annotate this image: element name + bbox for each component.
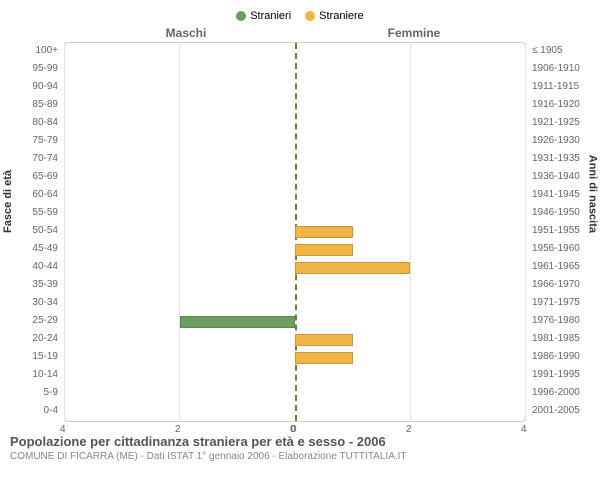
birth-tick: 1991-1995 (528, 366, 590, 384)
bar-row (65, 349, 525, 367)
age-tick: 40-44 (10, 258, 62, 276)
female-bar (295, 334, 353, 346)
birth-tick: ≤ 1905 (528, 42, 590, 60)
age-tick: 70-74 (10, 150, 62, 168)
bar-row (65, 403, 525, 421)
legend-item-female: Straniere (305, 10, 364, 22)
age-tick: 50-54 (10, 222, 62, 240)
birth-tick: 1966-1970 (528, 276, 590, 294)
age-tick: 10-14 (10, 366, 62, 384)
footer-subtitle: COMUNE DI FICARRA (ME) - Dati ISTAT 1° g… (10, 451, 590, 462)
legend-swatch-male (236, 11, 246, 21)
birth-tick: 1961-1965 (528, 258, 590, 276)
age-tick: 20-24 (10, 330, 62, 348)
bar-row (65, 277, 525, 295)
birth-tick: 1926-1930 (528, 132, 590, 150)
birth-tick: 1911-1915 (528, 78, 590, 96)
bar-row (65, 151, 525, 169)
birth-tick: 1971-1975 (528, 294, 590, 312)
female-bar (295, 244, 353, 256)
female-bar (295, 262, 410, 274)
bar-row (65, 295, 525, 313)
age-tick: 65-69 (10, 168, 62, 186)
bar-row (65, 205, 525, 223)
bar-row (65, 331, 525, 349)
bar-row (65, 169, 525, 187)
bar-row (65, 241, 525, 259)
legend-item-male: Stranieri (236, 10, 291, 22)
bar-row (65, 223, 525, 241)
bar-row (65, 367, 525, 385)
birth-tick: 1931-1935 (528, 150, 590, 168)
bar-row (65, 61, 525, 79)
age-tick: 30-34 (10, 294, 62, 312)
birth-tick: 2001-2005 (528, 402, 590, 420)
birth-tick: 1956-1960 (528, 240, 590, 258)
female-bar (295, 226, 353, 238)
age-tick: 5-9 (10, 384, 62, 402)
footer: Popolazione per cittadinanza straniera p… (10, 434, 590, 462)
birth-tick: 1916-1920 (528, 96, 590, 114)
legend-label-female: Straniere (319, 10, 364, 22)
chart-area: Fasce di età Anni di nascita 100+95-9990… (10, 42, 590, 424)
left-tick-labels: 100+95-9990-9485-8980-8475-7970-7465-696… (10, 42, 62, 424)
female-bar (295, 352, 353, 364)
birth-tick: 1986-1990 (528, 348, 590, 366)
birth-tick: 1981-1985 (528, 330, 590, 348)
bar-row (65, 79, 525, 97)
bar-row (65, 133, 525, 151)
male-bar (180, 316, 295, 328)
bar-row (65, 115, 525, 133)
bar-row (65, 187, 525, 205)
birth-tick: 1946-1950 (528, 204, 590, 222)
age-tick: 60-64 (10, 186, 62, 204)
birth-tick: 1951-1955 (528, 222, 590, 240)
bar-row (65, 97, 525, 115)
footer-title: Popolazione per cittadinanza straniera p… (10, 434, 590, 449)
right-tick-labels: ≤ 19051906-19101911-19151916-19201921-19… (528, 42, 590, 424)
age-tick: 55-59 (10, 204, 62, 222)
y-axis-label-right: Anni di nascita (586, 155, 598, 233)
age-tick: 45-49 (10, 240, 62, 258)
age-tick: 95-99 (10, 60, 62, 78)
birth-tick: 1941-1945 (528, 186, 590, 204)
legend-label-male: Stranieri (250, 10, 291, 22)
plot-area (64, 42, 526, 422)
age-tick: 0-4 (10, 402, 62, 420)
bar-rows (65, 43, 525, 421)
legend-swatch-female (305, 11, 315, 21)
age-tick: 90-94 (10, 78, 62, 96)
age-tick: 100+ (10, 42, 62, 60)
side-titles: Maschi Femmine (72, 26, 528, 40)
age-tick: 25-29 (10, 312, 62, 330)
age-tick: 85-89 (10, 96, 62, 114)
bar-row (65, 385, 525, 403)
side-title-right: Femmine (300, 26, 528, 40)
birth-tick: 1906-1910 (528, 60, 590, 78)
age-tick: 15-19 (10, 348, 62, 366)
bar-row (65, 313, 525, 331)
birth-tick: 1921-1925 (528, 114, 590, 132)
bar-row (65, 43, 525, 61)
age-tick: 80-84 (10, 114, 62, 132)
birth-tick: 1936-1940 (528, 168, 590, 186)
birth-tick: 1976-1980 (528, 312, 590, 330)
birth-tick: 1996-2000 (528, 384, 590, 402)
side-title-left: Maschi (72, 26, 300, 40)
age-tick: 35-39 (10, 276, 62, 294)
legend: Stranieri Straniere (10, 10, 590, 22)
age-tick: 75-79 (10, 132, 62, 150)
gridline (525, 43, 526, 421)
bar-row (65, 259, 525, 277)
y-axis-label-left: Fasce di età (2, 170, 14, 233)
